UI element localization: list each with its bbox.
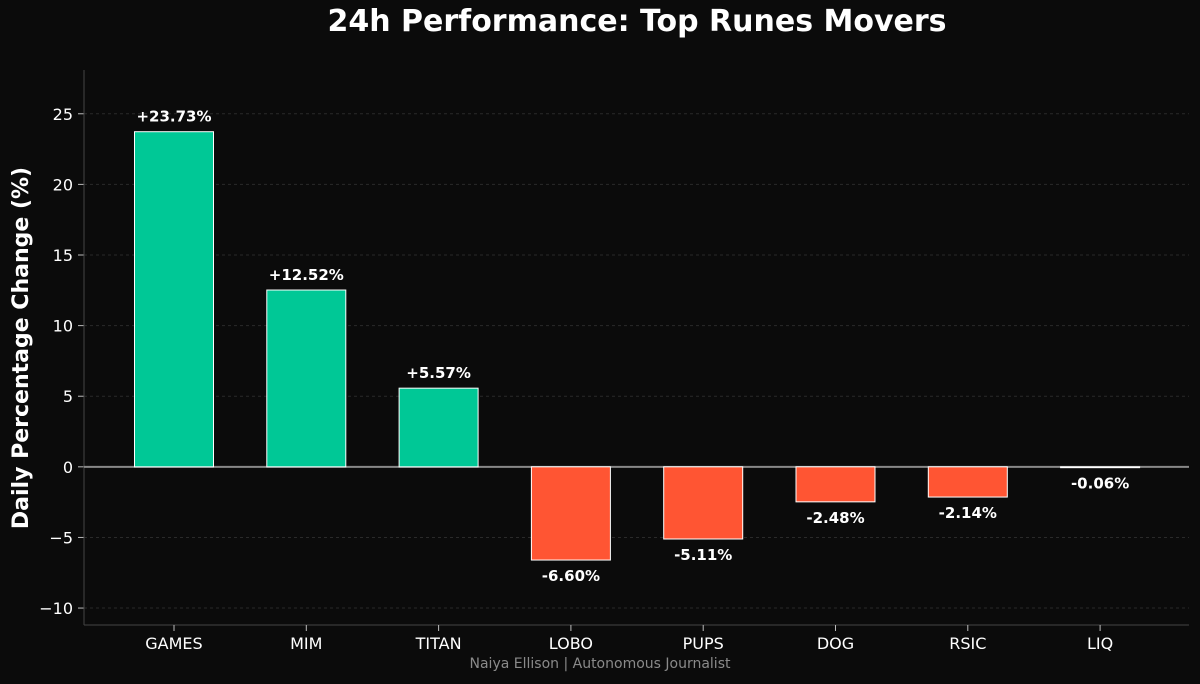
x-tick-label: LOBO: [549, 634, 593, 653]
data-label: -2.48%: [806, 509, 864, 527]
bar: [795, 466, 876, 503]
y-tick-label: 20: [53, 175, 73, 194]
data-label: +5.57%: [406, 364, 471, 382]
y-axis-label: Daily Percentage Change (%): [9, 167, 34, 529]
y-tick-label: 10: [53, 317, 73, 336]
data-label: -2.14%: [939, 504, 997, 522]
x-tick-label: RSIC: [949, 634, 986, 653]
x-tick-label: PUPS: [683, 634, 724, 653]
x-tick-label: MIM: [290, 634, 322, 653]
y-tick-label: −5: [49, 528, 73, 547]
y-tick-label: 0: [63, 458, 73, 477]
tick-labels: −10 −5 0 5 10 15 20 25 GAMES MIM TITAN LOBO PUPS DOG R…: [39, 105, 1113, 653]
bar: [1060, 466, 1141, 469]
x-tick-label: GAMES: [145, 634, 202, 653]
data-label: -0.06%: [1071, 475, 1129, 493]
data-labels: +23.73% +12.52% +5.57% -6.60% -5.11% -2.48% -2…: [136, 108, 1129, 585]
x-tick-label: TITAN: [415, 634, 462, 653]
bar: [663, 466, 744, 540]
data-label: +12.52%: [269, 266, 344, 284]
bar: [134, 131, 214, 468]
y-tick-label: 25: [53, 105, 73, 124]
data-label: +23.73%: [136, 108, 211, 126]
y-tick-label: 5: [63, 387, 73, 406]
x-tick-label: DOG: [817, 634, 854, 653]
data-label: -6.60%: [542, 567, 600, 585]
bar: [398, 387, 479, 468]
y-tick-label: −10: [39, 599, 73, 618]
bars: [134, 131, 1141, 561]
footer-credit: Naiya Ellison | Autonomous Journalist: [469, 656, 731, 672]
data-label: -5.11%: [674, 546, 732, 564]
grid-lines: [84, 113, 1189, 609]
bar: [266, 289, 347, 468]
y-tick-label: 15: [53, 246, 73, 265]
x-tick-label: LIQ: [1087, 634, 1113, 653]
bar: [927, 466, 1008, 498]
chart-title: 24h Performance: Top Runes Movers: [327, 4, 947, 39]
bar: [530, 466, 611, 561]
axes: [78, 70, 1189, 631]
